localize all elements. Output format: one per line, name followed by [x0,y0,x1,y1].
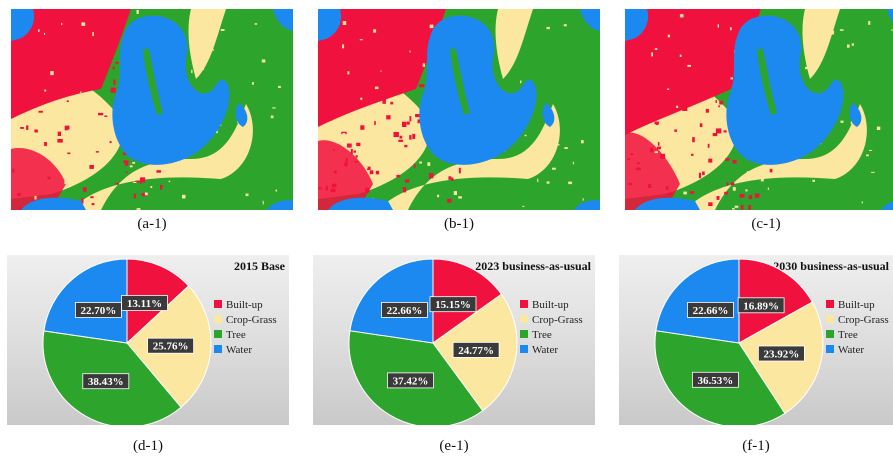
svg-text:22.66%: 22.66% [387,305,423,317]
legend-label: Crop-Grass [226,314,277,326]
water-area [318,9,600,210]
built-up-area [318,9,584,210]
pie-slice-water [43,258,128,344]
legend-label: Built-up [226,299,263,311]
legend-item-tree: Tree [826,329,858,341]
pie-chart: 2030 business-as-usual 16.89% 23.92% 36.53%… [654,258,890,425]
legend-item-built-up: Built-up [214,299,263,311]
data-label: 25.76% [147,337,195,354]
pie-chart: 2015 Base 13.11% 25.76% 38.43% 22.70% Built-u… [42,258,286,425]
legend-item-tree: Tree [520,329,552,341]
svg-text:24.77%: 24.77% [458,345,494,357]
svg-text:23.92%: 23.92% [764,349,800,361]
legend-item-crop-grass: Crop-Grass [214,314,277,326]
caption-b1: (b-1) [444,216,474,232]
legend-item-water: Water [214,344,252,356]
water-area [625,9,893,210]
legend-item-built-up: Built-up [520,299,569,311]
caption-a1: (a-1) [137,216,167,232]
data-label: 22.66% [687,302,734,318]
pie-chart-panel-2015: 2015 Base 13.11% 25.76% 38.43% 22.70% Built-u… [7,255,289,425]
legend-item-water: Water [826,344,864,356]
data-label: 36.53% [692,371,739,388]
legend-item-crop-grass: Crop-Grass [826,314,889,326]
legend-swatch [520,315,528,323]
water-area [11,9,293,210]
legend-swatch [520,300,528,308]
lake-shape [112,15,230,165]
legend-item-water: Water [520,344,558,356]
legend-item-built-up: Built-up [826,299,875,311]
data-label: 38.43% [82,373,130,390]
legend-label: Built-up [532,299,569,311]
caption-e1: (e-1) [439,438,469,454]
data-label: 37.42% [387,372,434,389]
pie-chart: 2023 business-as-usual 15.15% 24.77% 37.42%… [348,258,592,425]
legend-swatch [826,300,834,308]
built-up-area [11,9,281,210]
chart-title: 2015 Base [234,259,286,273]
svg-text:15.15%: 15.15% [435,299,471,311]
legend-label: Crop-Grass [838,314,889,326]
pie-chart-panel-2023: 2023 business-as-usual 15.15% 24.77% 37.42%… [313,255,595,425]
svg-text:22.66%: 22.66% [693,305,729,317]
legend-label: Built-up [838,299,875,311]
legend-swatch [520,345,528,353]
pie-slice-water [655,258,740,344]
data-label: 13.11% [121,295,168,311]
legend-swatch [214,330,222,338]
lake-shape [726,15,844,165]
legend-label: Tree [226,329,246,341]
svg-text:37.42%: 37.42% [393,375,429,387]
legend-label: Water [838,344,864,356]
pie-slice-water [349,258,434,344]
chart-title: 2030 business-as-usual [773,259,889,273]
legend-swatch [520,330,528,338]
built-up-area [625,9,893,210]
legend-swatch [826,330,834,338]
legend-item-tree: Tree [214,329,246,341]
legend-label: Water [532,344,558,356]
data-label: 23.92% [757,345,805,362]
legend-item-crop-grass: Crop-Grass [520,314,583,326]
legend-swatch [214,315,222,323]
svg-text:38.43%: 38.43% [88,376,124,388]
lake-shape [419,15,537,165]
chart-title: 2023 business-as-usual [475,259,591,273]
land-cover-map-2023 [318,9,600,210]
land-cover-map-2030 [625,9,893,210]
data-label: 15.15% [429,296,477,313]
svg-text:36.53%: 36.53% [698,375,734,387]
caption-f1: (f-1) [742,438,770,454]
data-label: 22.66% [381,302,428,318]
data-label: 16.89% [737,297,785,314]
land-cover-map-2015 [11,9,293,210]
svg-text:13.11%: 13.11% [127,298,162,310]
caption-c1: (c-1) [751,216,781,232]
legend-swatch [826,315,834,323]
legend-label: Tree [532,329,552,341]
svg-text:16.89%: 16.89% [743,300,779,312]
legend-label: Tree [838,329,858,341]
legend-label: Water [226,344,252,356]
legend-swatch [214,345,222,353]
pie-chart-panel-2030: 2030 business-as-usual 16.89% 23.92% 36.53%… [619,255,893,425]
caption-d1: (d-1) [133,438,163,454]
data-label: 22.70% [75,302,122,318]
svg-text:22.70%: 22.70% [81,305,117,317]
data-label: 24.77% [452,342,500,358]
legend-label: Crop-Grass [532,314,583,326]
legend-swatch [214,300,222,308]
legend-swatch [826,345,834,353]
svg-text:25.76%: 25.76% [153,341,189,353]
